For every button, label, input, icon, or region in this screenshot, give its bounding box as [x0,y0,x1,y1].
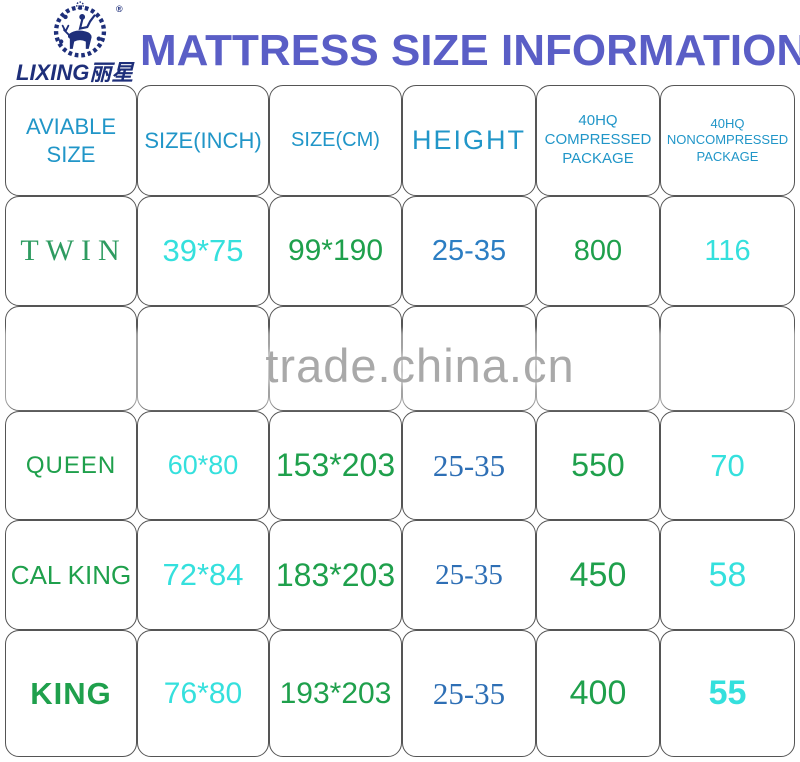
table-cell-size: KING [5,630,137,757]
lixing-logo: ® LIXING丽星 [8,0,140,85]
table-cell-height: 25-35 [402,630,536,757]
table-cell-compressed: 550 [536,411,660,520]
table-cell-inch: 76*80 [137,630,269,757]
table-cell-inch [137,306,269,411]
size-table: AVIABLE SIZE SIZE(INCH) SIZE(CM) HEIGHT … [5,85,795,757]
registered-trademark: ® [116,4,123,14]
table-cell-cm: 99*190 [269,196,402,306]
table-cell-inch: 72*84 [137,520,269,630]
table-cell-compressed: 450 [536,520,660,630]
table-cell-noncompressed: 58 [660,520,795,630]
table-cell-compressed: 400 [536,630,660,757]
table-cell-noncompressed [660,306,795,411]
col-header-40hq-compressed: 40HQ COMPRESSED PACKAGE [536,85,660,196]
table-cell-height: 25-35 [402,196,536,306]
col-header-height: HEIGHT [402,85,536,196]
table-cell-cm: 153*203 [269,411,402,520]
table-cell-inch: 60*80 [137,411,269,520]
table-cell-noncompressed: 55 [660,630,795,757]
table-cell-size [5,306,137,411]
table-cell-cm [269,306,402,411]
table-cell-noncompressed: 116 [660,196,795,306]
col-header-size-cm: SIZE(CM) [269,85,402,196]
col-header-size-inch: SIZE(INCH) [137,85,269,196]
table-cell-size: CAL KING [5,520,137,630]
table-cell-compressed [536,306,660,411]
table-cell-size: QUEEN [5,411,137,520]
table-cell-height: 25-35 [402,411,536,520]
table-cell-cm: 193*203 [269,630,402,757]
col-header-aviable-size: AVIABLE SIZE [5,85,137,196]
table-cell-height: 25-35 [402,520,536,630]
deer-rider-emblem-icon [53,1,107,58]
table-cell-inch: 39*75 [137,196,269,306]
table-cell-noncompressed: 70 [660,411,795,520]
table-cell-height [402,306,536,411]
table-cell-compressed: 800 [536,196,660,306]
table-cell-cm: 183*203 [269,520,402,630]
col-header-40hq-noncompressed: 40HQ NONCOMPRESSED PACKAGE [660,85,795,196]
brand-name: LIXING丽星 [16,60,134,85]
header: ® LIXING丽星 MATTRESS SIZE INFORMATION [0,0,800,85]
page-title: MATTRESS SIZE INFORMATION [140,26,800,75]
table-cell-size: TWIN [5,196,137,306]
